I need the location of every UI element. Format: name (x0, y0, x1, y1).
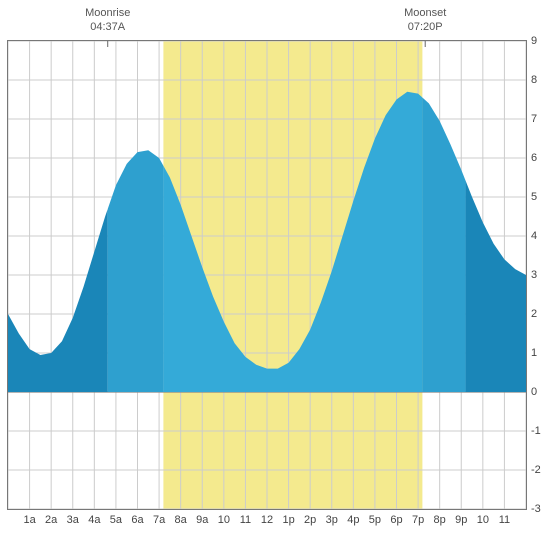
x-tick-label: 4a (84, 514, 104, 526)
y-tick-label: 9 (531, 35, 550, 47)
y-tick-label: 7 (531, 113, 550, 125)
x-tick-label: 6p (387, 514, 407, 526)
x-tick-label: 4p (343, 514, 363, 526)
y-tick-label: 1 (531, 347, 550, 359)
x-tick-label: 7a (149, 514, 169, 526)
y-tick-label: 8 (531, 74, 550, 86)
x-tick-label: 11 (494, 514, 514, 526)
annotation: Moonset07:20P (404, 6, 446, 35)
tide-chart: -3-2-10123456789 1a2a3a4a5a6a7a8a9a10111… (0, 0, 550, 550)
y-tick-label: -2 (531, 464, 550, 476)
x-tick-label: 12 (257, 514, 277, 526)
x-tick-label: 6a (128, 514, 148, 526)
x-tick-label: 1p (279, 514, 299, 526)
y-tick-label: 6 (531, 152, 550, 164)
annotation: Moonrise04:37A (85, 6, 130, 35)
x-tick-label: 1a (20, 514, 40, 526)
y-tick-label: 2 (531, 308, 550, 320)
y-tick-label: -1 (531, 425, 550, 437)
y-tick-label: 3 (531, 269, 550, 281)
y-tick-label: 5 (531, 191, 550, 203)
x-tick-label: 8p (430, 514, 450, 526)
x-tick-label: 5a (106, 514, 126, 526)
x-tick-label: 9p (451, 514, 471, 526)
y-tick-label: 0 (531, 386, 550, 398)
annotation-title: Moonset (404, 6, 446, 20)
x-tick-label: 10 (214, 514, 234, 526)
x-tick-label: 10 (473, 514, 493, 526)
annotation-time: 04:37A (85, 20, 130, 34)
plot-area (7, 40, 527, 510)
x-tick-label: 5p (365, 514, 385, 526)
x-tick-label: 2p (300, 514, 320, 526)
annotation-title: Moonrise (85, 6, 130, 20)
y-tick-label: -3 (531, 503, 550, 515)
x-tick-label: 7p (408, 514, 428, 526)
x-tick-label: 3p (322, 514, 342, 526)
annotation-time: 07:20P (404, 20, 446, 34)
chart-svg (8, 41, 526, 509)
x-tick-label: 8a (171, 514, 191, 526)
y-tick-label: 4 (531, 230, 550, 242)
x-tick-label: 2a (41, 514, 61, 526)
x-tick-label: 9a (192, 514, 212, 526)
x-tick-label: 3a (63, 514, 83, 526)
x-tick-label: 11 (235, 514, 255, 526)
